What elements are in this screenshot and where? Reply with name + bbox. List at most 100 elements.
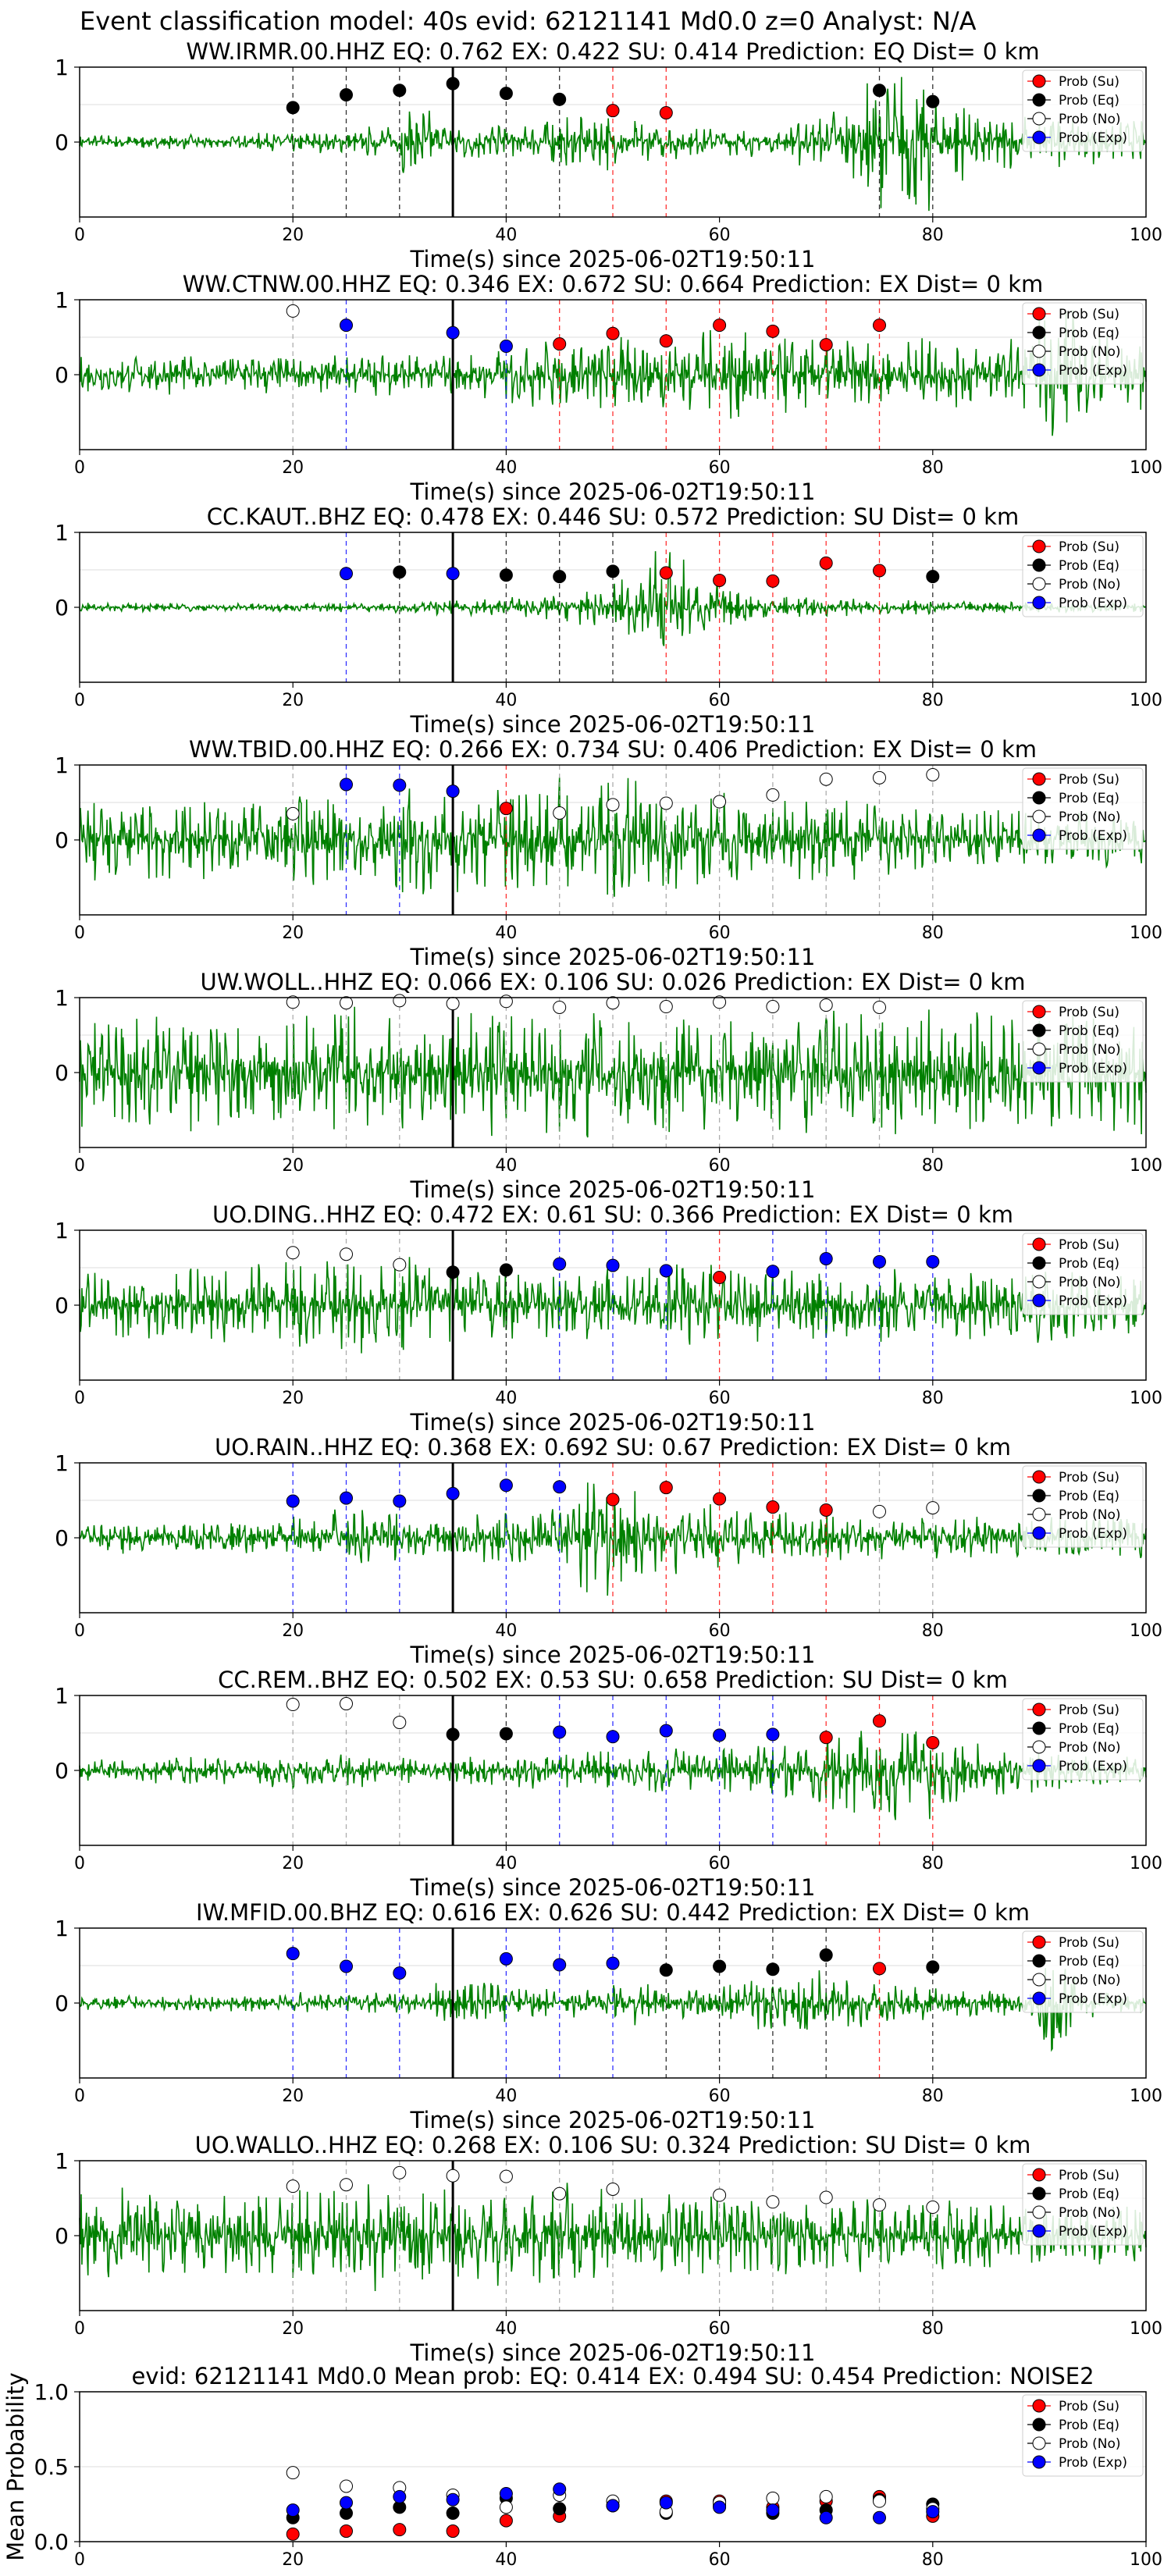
legend-label: Prob (Eq) <box>1059 1721 1119 1737</box>
mean-probability-point <box>286 2466 300 2480</box>
probability-point <box>873 1000 886 1014</box>
probability-point <box>393 1258 407 1272</box>
probability-point <box>873 84 886 98</box>
probability-point <box>446 2169 460 2183</box>
probability-point <box>499 1263 513 1277</box>
x-tick-label: 100 <box>1130 2087 1162 2106</box>
panel-title: UO.RAIN..HHZ EQ: 0.368 EX: 0.692 SU: 0.6… <box>215 1434 1011 1461</box>
mean-probability-point <box>340 2524 353 2539</box>
probability-point <box>393 1716 407 1730</box>
legend-label: Prob (Su) <box>1059 1237 1119 1253</box>
x-tick-label: 0 <box>74 1621 85 1641</box>
x-tick-label: 100 <box>1130 2550 1162 2570</box>
probability-point <box>819 998 833 1012</box>
x-tick-label: 40 <box>495 2087 517 2106</box>
legend-label: Prob (Exp) <box>1059 1759 1127 1774</box>
probability-point <box>926 767 940 781</box>
legend-label: Prob (No) <box>1059 1042 1121 1058</box>
x-tick-label: 100 <box>1130 1156 1162 1176</box>
legend-marker <box>1032 1507 1046 1521</box>
x-axis-label: Time(s) since 2025-06-02T19:50:11 <box>410 944 816 970</box>
probability-point <box>819 772 833 786</box>
legend-label: Prob (Exp) <box>1059 2224 1127 2240</box>
probability-point <box>286 995 300 1009</box>
probability-point <box>446 567 460 581</box>
legend-label: Prob (Su) <box>1059 539 1119 555</box>
x-tick-label: 80 <box>922 226 944 245</box>
waveform-trace <box>79 1006 1147 1138</box>
legend-marker <box>1032 2186 1046 2201</box>
probability-point <box>659 566 673 580</box>
x-tick-label: 80 <box>922 923 944 943</box>
legend-label: Prob (Eq) <box>1059 2418 1119 2433</box>
legend-box <box>1022 69 1144 152</box>
legend-marker <box>1032 1293 1046 1308</box>
probability-point <box>340 1247 353 1261</box>
x-tick-label: 100 <box>1130 458 1162 478</box>
probability-point <box>659 1264 673 1278</box>
probability-point <box>926 1735 940 1749</box>
x-tick-label: 20 <box>282 1389 304 1408</box>
legend-marker <box>1032 596 1046 610</box>
x-tick-label: 40 <box>495 226 517 245</box>
probability-point <box>873 564 886 578</box>
x-tick-label: 60 <box>709 2087 731 2106</box>
probability-point <box>873 2198 886 2212</box>
waveform-panel-1: WW.IRMR.00.HHZ EQ: 0.762 EX: 0.422 SU: 0… <box>55 38 1162 272</box>
x-tick-label: 40 <box>495 923 517 943</box>
x-tick-label: 100 <box>1130 1621 1162 1641</box>
panel-title: CC.KAUT..BHZ EQ: 0.478 EX: 0.446 SU: 0.5… <box>207 503 1019 530</box>
waveform-panel-10: UO.WALLO..HHZ EQ: 0.268 EX: 0.106 SU: 0.… <box>55 2132 1162 2366</box>
probability-point <box>340 567 353 581</box>
probability-point <box>873 770 886 785</box>
waveform-panel-7: UO.RAIN..HHZ EQ: 0.368 EX: 0.692 SU: 0.6… <box>55 1434 1162 1668</box>
panel-title: UW.WOLL..HHZ EQ: 0.066 EX: 0.106 SU: 0.0… <box>201 969 1026 995</box>
x-tick-label: 40 <box>495 1621 517 1641</box>
legend-label: Prob (Su) <box>1059 74 1119 90</box>
mean-probability-point <box>659 2496 673 2510</box>
probability-point <box>766 788 780 802</box>
legend-marker <box>1032 558 1046 572</box>
y-tick-label: 1 <box>55 753 69 778</box>
legend-box <box>1022 1000 1144 1083</box>
legend-marker <box>1032 577 1046 591</box>
probability-point <box>553 1958 567 1972</box>
probability-point <box>499 87 513 101</box>
legend-label: Prob (Su) <box>1059 1005 1119 1020</box>
probability-point <box>553 570 567 584</box>
x-tick-label: 20 <box>282 2319 304 2339</box>
x-tick-label: 80 <box>922 2319 944 2339</box>
x-tick-label: 80 <box>922 1854 944 1873</box>
x-axis-label: Time(s) since 2025-06-02T19:50:11 <box>410 246 816 272</box>
legend-label: Prob (No) <box>1059 2436 1121 2452</box>
y-tick-label: 0 <box>55 827 69 853</box>
legend-marker <box>1032 772 1046 786</box>
x-tick-label: 100 <box>1130 923 1162 943</box>
x-tick-label: 80 <box>922 2087 944 2106</box>
mean-probability-point <box>446 2524 460 2539</box>
probability-point <box>499 2169 513 2183</box>
waveform-trace <box>79 1968 1147 2052</box>
legend-marker <box>1032 93 1046 107</box>
legend-label: Prob (No) <box>1059 809 1121 825</box>
x-tick-label: 80 <box>922 1389 944 1408</box>
legend-marker <box>1032 1256 1046 1270</box>
x-tick-label: 0 <box>74 2087 85 2106</box>
mean-probability-point <box>499 2500 513 2514</box>
legend-label: Prob (Su) <box>1059 1470 1119 1485</box>
y-tick-label: 0 <box>55 130 69 155</box>
legend-marker <box>1032 2455 1046 2469</box>
legend-label: Prob (Eq) <box>1059 1954 1119 1969</box>
legend-box <box>1022 2163 1144 2246</box>
legend-label: Prob (Eq) <box>1059 1489 1119 1504</box>
probability-point <box>606 1493 620 1507</box>
legend-box <box>1022 1698 1144 1781</box>
x-tick-label: 100 <box>1130 226 1162 245</box>
mean-probability-point <box>446 2507 460 2521</box>
legend-label: Prob (Exp) <box>1059 1991 1127 2007</box>
y-tick-label: 1 <box>55 2148 69 2174</box>
probability-point <box>499 994 513 1009</box>
y-tick-label: 0.0 <box>34 2529 69 2555</box>
legend-marker <box>1032 791 1046 805</box>
x-tick-label: 100 <box>1130 691 1162 710</box>
